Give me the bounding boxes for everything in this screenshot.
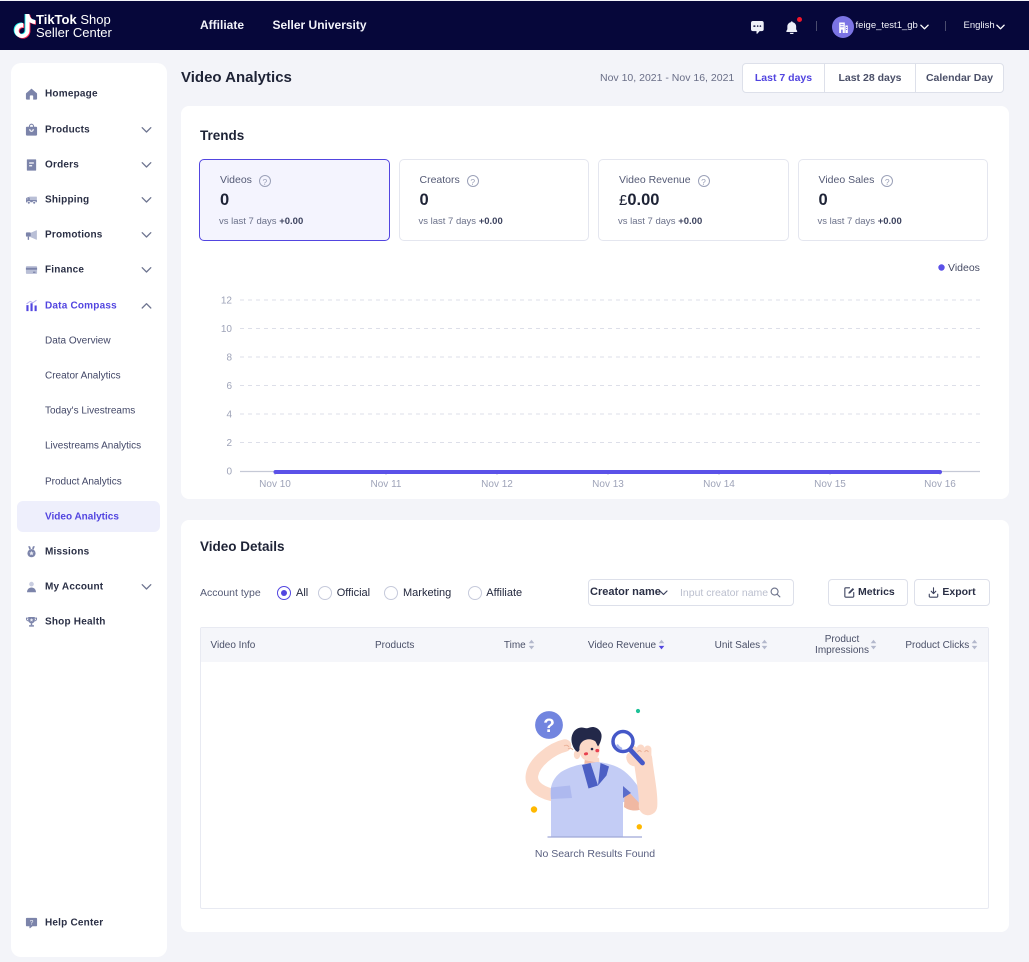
svg-text:0: 0 — [226, 467, 232, 478]
svg-text:12: 12 — [221, 296, 233, 307]
svg-text:Nov 10: Nov 10 — [259, 479, 291, 490]
svg-text:Nov 11: Nov 11 — [371, 479, 402, 490]
svg-text:8: 8 — [226, 353, 232, 364]
svg-text:?: ? — [543, 716, 555, 737]
svg-text:Nov 14: Nov 14 — [703, 479, 735, 490]
svg-text:Nov 13: Nov 13 — [592, 479, 624, 490]
svg-text:Nov 12: Nov 12 — [481, 479, 513, 490]
svg-text:2: 2 — [226, 438, 232, 449]
svg-text:Nov 16: Nov 16 — [924, 479, 956, 490]
svg-text:?: ? — [30, 919, 34, 926]
svg-text:6: 6 — [226, 381, 232, 392]
svg-text:10: 10 — [221, 324, 233, 335]
svg-text:4: 4 — [226, 410, 232, 421]
svg-text:Videos: Videos — [948, 262, 980, 274]
svg-text:Nov 15: Nov 15 — [814, 479, 846, 490]
